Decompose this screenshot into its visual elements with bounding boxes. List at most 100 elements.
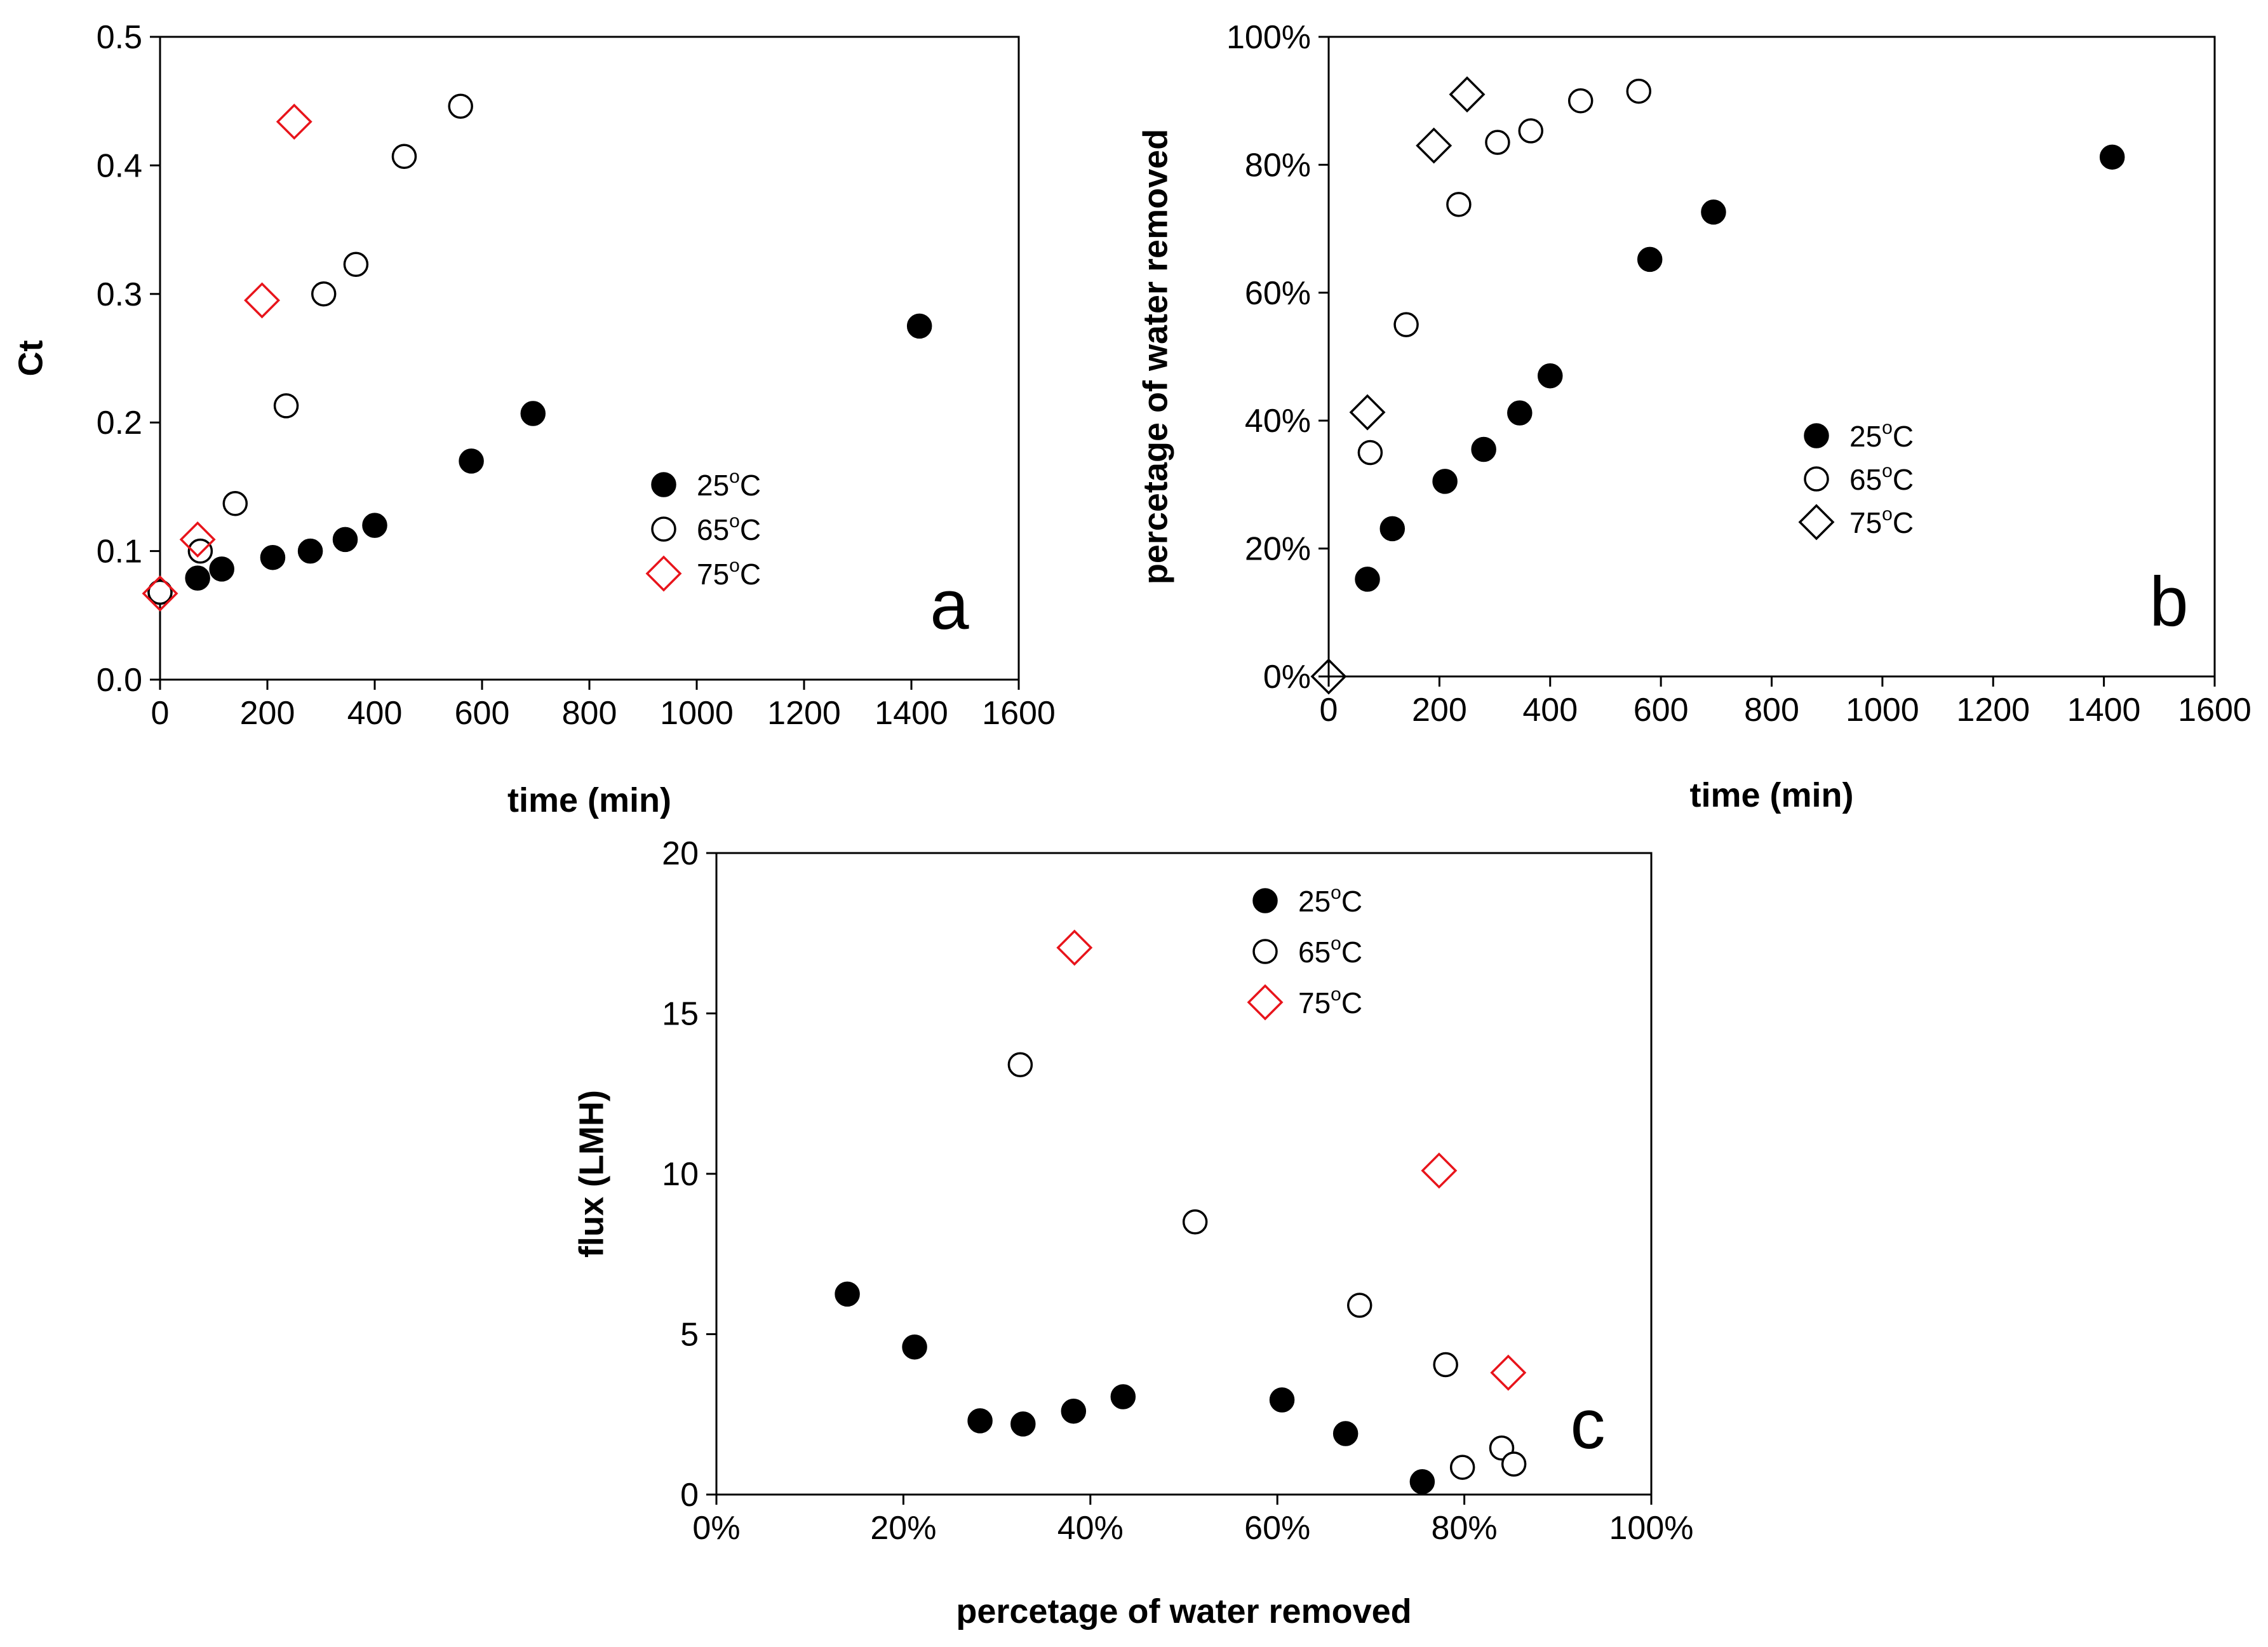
x-tick-label: 0 [1320, 692, 1338, 729]
legend-entry-65C: 65oC [1252, 933, 1362, 969]
chart-panel-b: 0 200 400 600 800 1000 1200 1400 1600 0% 20% 40% 60%… [1136, 19, 2251, 814]
chart-panel-a: 0 200 400 600 800 1000 1200 1400 1600 0.0 0.1 0.2 0.… [11, 19, 1056, 819]
data-point [1007, 1052, 1033, 1078]
y-axis-label: percetage of water removed [1136, 129, 1174, 584]
legend-entry-75C: 75oC [1247, 984, 1362, 1021]
data-point [276, 104, 312, 140]
data-point [244, 282, 281, 319]
x-tick-label: 20% [870, 1510, 936, 1547]
panel-letter: a [930, 566, 969, 644]
legend-marker [1804, 423, 1829, 448]
x-axis-label: time (min) [507, 781, 671, 819]
x-tick-label: 400 [347, 695, 403, 732]
data-point [1449, 1455, 1475, 1480]
series-65C [147, 93, 473, 605]
legend-marker [645, 555, 682, 592]
data-point [448, 93, 473, 119]
y-tick-label: 0.3 [97, 276, 142, 313]
data-point [1357, 440, 1383, 466]
data-point [179, 521, 216, 558]
series-65C [1357, 78, 1651, 466]
data-point [391, 144, 417, 169]
data-point [187, 538, 213, 564]
x-tick-label: 40% [1057, 1510, 1124, 1547]
data-point [1471, 436, 1496, 462]
data-point [362, 513, 387, 538]
data-point [967, 1408, 993, 1434]
data-point [311, 281, 337, 307]
legend-label: 75oC [1849, 504, 1914, 539]
y-tick-label: 15 [662, 996, 699, 1033]
x-tick-label: 1400 [875, 695, 948, 732]
data-point [1626, 78, 1651, 104]
data-point [1432, 469, 1458, 494]
data-point [1433, 1352, 1458, 1378]
series-25C [835, 1281, 1435, 1495]
legend-entry-75C: 75oC [1798, 504, 1914, 541]
legend-marker [1252, 939, 1278, 964]
y-tick-label: 100% [1226, 19, 1311, 56]
data-point [1416, 127, 1453, 164]
series-75C [1056, 929, 1527, 1391]
x-tick-label: 600 [455, 695, 510, 732]
x-tick-label: 600 [1634, 692, 1689, 729]
x-axis-label: time (min) [1689, 776, 1853, 814]
y-tick-label: 0.4 [97, 147, 142, 184]
y-tick-label: 0.0 [97, 662, 142, 699]
data-point [1485, 130, 1510, 155]
data-point [1490, 1354, 1527, 1391]
legend-marker [1798, 504, 1835, 541]
legend-label: 25oC [1849, 417, 1914, 453]
data-point [1421, 1152, 1458, 1189]
data-point [332, 527, 358, 553]
legend-marker [1252, 888, 1278, 913]
data-point [1310, 658, 1347, 695]
data-point [1182, 1209, 1208, 1235]
x-tick-label: 1400 [2067, 692, 2141, 729]
x-tick-label: 1600 [2178, 692, 2251, 729]
data-point [1538, 363, 1563, 389]
legend-entry-65C: 65oC [651, 511, 761, 546]
data-point [147, 579, 173, 605]
data-point [1110, 1384, 1136, 1409]
data-point [1061, 1398, 1087, 1424]
y-tick-label: 80% [1245, 147, 1311, 184]
data-point [1518, 118, 1543, 144]
legend-label: 65oC [1298, 933, 1362, 969]
data-point [1056, 929, 1093, 966]
y-axis-label: Ct [11, 340, 50, 376]
data-point [142, 575, 178, 612]
x-tick-label: 1600 [982, 695, 1056, 732]
legend-label: 75oC [697, 555, 761, 591]
data-point [1349, 394, 1386, 431]
legend-label: 75oC [1298, 984, 1362, 1019]
data-point [1701, 199, 1726, 225]
y-tick-label: 0.1 [97, 534, 142, 570]
x-tick-label: 800 [1744, 692, 1799, 729]
data-point [1379, 516, 1406, 542]
x-tick-label: 100% [1609, 1510, 1694, 1547]
data-point [1332, 1421, 1359, 1446]
data-point [222, 490, 248, 516]
series-25C [1355, 144, 2125, 592]
data-point [1507, 400, 1533, 426]
x-tick-label: 800 [562, 695, 617, 732]
data-point [1346, 1293, 1372, 1318]
data-point [1501, 1451, 1527, 1477]
x-tick-label: 0% [692, 1510, 740, 1547]
data-point [1449, 76, 1486, 113]
data-point [520, 401, 546, 426]
x-tick-label: 200 [240, 695, 295, 732]
legend-entry-25C: 25oC [1804, 417, 1914, 453]
y-tick-label: 5 [680, 1317, 699, 1354]
data-point [1637, 246, 1663, 272]
y-tick-label: 10 [662, 1156, 699, 1193]
data-point [260, 544, 286, 570]
legend-label: 65oC [1849, 460, 1914, 496]
data-point [835, 1281, 860, 1307]
y-tick-label: 20 [662, 835, 699, 872]
series-65C [1007, 1052, 1527, 1480]
data-point [459, 448, 484, 474]
x-tick-label: 400 [1522, 692, 1578, 729]
